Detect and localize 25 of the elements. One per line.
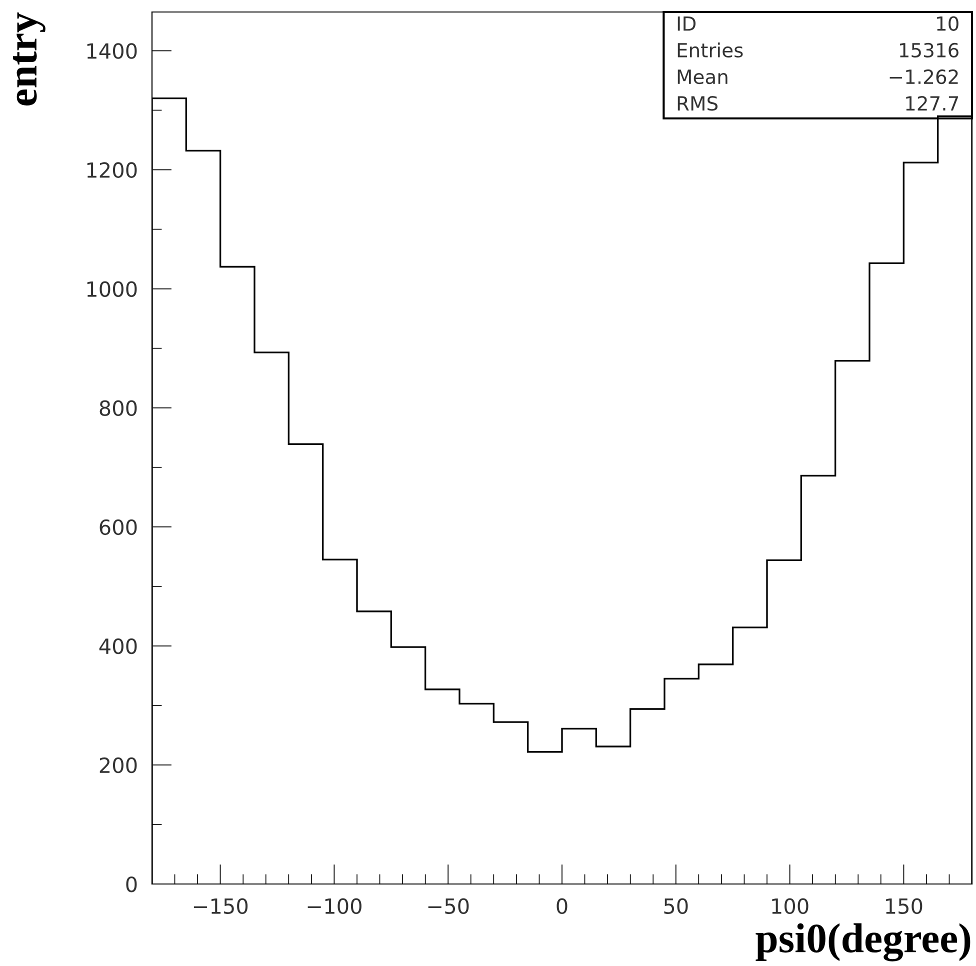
y-tick-label: 800 [100,400,137,416]
x-tick-label: −50 [428,898,469,914]
y-tick-label: 200 [100,757,137,774]
y-tick-label: 1000 [87,281,137,297]
x-tick-label: −100 [308,898,362,914]
y-tick-label: 1200 [87,162,137,178]
y-tick-label: 600 [100,519,137,536]
annotation: 15316 [900,42,958,58]
x-tick-label: 0 [556,898,568,914]
annotation: RMS [678,96,718,111]
x-tick-label: 100 [772,898,808,914]
x-tick-label: 50 [664,898,688,914]
y-tick-label: 0 [126,876,137,892]
annotation: Entries [678,42,743,58]
annotation: 10 [937,16,958,31]
annotation: −1.262 [890,69,958,84]
x-axis-title: psi0(degree) [756,923,970,962]
x-tick-label: −150 [194,898,248,914]
annotation: ID [678,16,696,31]
annotation: Mean [678,70,728,84]
x-tick-label: 150 [886,898,922,914]
y-axis-title: entry [12,12,46,106]
y-tick-label: 1400 [87,43,137,59]
y-tick-label: 400 [99,638,137,654]
annotation: 127.7 [906,96,958,110]
